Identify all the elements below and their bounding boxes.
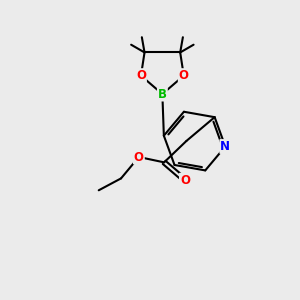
Text: B: B bbox=[158, 88, 167, 100]
Text: O: O bbox=[134, 151, 144, 164]
Text: O: O bbox=[179, 69, 189, 82]
Text: N: N bbox=[220, 140, 230, 153]
Text: O: O bbox=[180, 174, 190, 187]
Text: O: O bbox=[136, 69, 146, 82]
